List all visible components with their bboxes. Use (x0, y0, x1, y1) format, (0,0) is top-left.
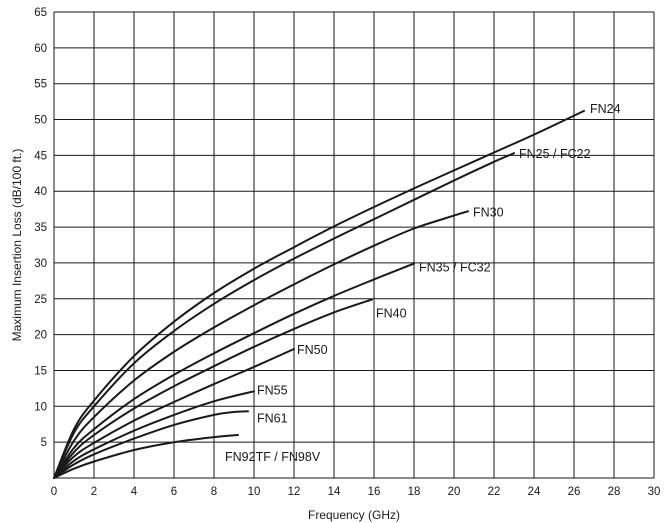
series-line (53, 262, 415, 479)
series-line (53, 152, 515, 479)
y-tick-label: 25 (34, 294, 47, 306)
series-label: FN61 (257, 411, 288, 425)
series-line (53, 390, 255, 479)
series-lines (53, 109, 585, 479)
y-tick-label: 15 (34, 365, 47, 377)
x-tick-label: 22 (488, 486, 501, 498)
series-line (53, 210, 469, 479)
x-tick-label: 12 (288, 486, 301, 498)
series-line (53, 298, 373, 479)
y-tick-label: 35 (34, 222, 47, 234)
grid (53, 11, 655, 479)
x-tick-label: 16 (368, 486, 381, 498)
x-tick-label: 20 (448, 486, 461, 498)
x-tick-labels: 0 2 4 6 8 10 12 14 16 18 20 22 24 26 28 30 (51, 486, 661, 498)
series-line (53, 434, 239, 479)
y-tick-label: 55 (34, 79, 47, 91)
series-labels: FN24 FN25 / FC22 FN30 FN35 / FC32 FN40 FN50 FN… (225, 102, 621, 464)
series-label: FN25 / FC22 (519, 147, 591, 161)
x-axis-title: Frequency (GHz) (308, 508, 400, 522)
series-label: FN24 (590, 102, 621, 116)
y-tick-label: 5 (41, 437, 47, 449)
x-tick-label: 30 (648, 486, 661, 498)
series-label: FN30 (473, 205, 504, 219)
series-line (53, 348, 295, 479)
x-tick-label: 10 (248, 486, 261, 498)
x-tick-label: 0 (51, 486, 57, 498)
x-tick-label: 18 (408, 486, 421, 498)
series-label: FN35 / FC32 (419, 261, 491, 275)
y-tick-labels: 5 10 15 20 25 30 35 40 45 50 55 60 65 (34, 7, 47, 449)
y-tick-label: 40 (34, 186, 47, 198)
y-tick-label: 45 (34, 150, 47, 162)
y-tick-label: 50 (34, 115, 47, 127)
y-tick-label: 10 (34, 401, 47, 413)
y-axis-title: Maximum Insertion Loss (dB/100 ft.) (10, 149, 24, 342)
y-tick-label: 60 (34, 43, 47, 55)
y-tick-label: 65 (34, 7, 47, 19)
series-label: FN55 (257, 383, 288, 397)
series-label: FN92TF / FN98V (225, 450, 321, 464)
x-tick-label: 6 (171, 486, 177, 498)
x-tick-label: 14 (328, 486, 341, 498)
series-label: FN50 (297, 343, 328, 357)
y-tick-label: 30 (34, 258, 47, 270)
x-tick-label: 28 (608, 486, 621, 498)
series-line (53, 109, 585, 479)
x-tick-label: 26 (568, 486, 581, 498)
x-tick-label: 4 (131, 486, 138, 498)
x-tick-label: 8 (211, 486, 217, 498)
y-tick-label: 20 (34, 330, 47, 342)
x-tick-label: 24 (528, 486, 541, 498)
series-line (53, 410, 249, 479)
x-tick-label: 2 (91, 486, 97, 498)
series-label: FN40 (376, 306, 407, 320)
